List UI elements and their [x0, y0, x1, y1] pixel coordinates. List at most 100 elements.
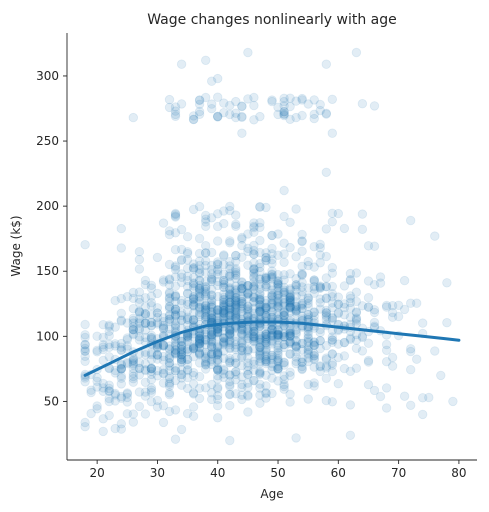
data-point — [231, 300, 241, 310]
data-point — [219, 311, 229, 321]
data-point — [188, 388, 199, 398]
data-point — [182, 312, 193, 322]
data-point — [225, 297, 235, 307]
data-point — [92, 345, 102, 356]
data-point — [315, 99, 325, 110]
data-point — [267, 243, 277, 254]
data-point — [231, 219, 241, 230]
data-point — [188, 294, 199, 304]
data-point — [225, 271, 235, 282]
data-point — [261, 370, 271, 380]
data-point — [194, 292, 205, 302]
data-point — [351, 363, 362, 373]
data-point — [182, 247, 193, 257]
data-point — [273, 364, 283, 374]
data-point — [243, 369, 253, 380]
data-point — [261, 329, 271, 340]
data-point — [200, 267, 211, 277]
data-point — [182, 281, 193, 292]
data-point — [303, 341, 313, 352]
data-point — [303, 295, 313, 306]
data-point — [98, 355, 108, 366]
data-point — [206, 99, 217, 109]
data-point — [345, 274, 356, 285]
data-point — [225, 304, 235, 314]
data-point — [285, 93, 295, 103]
data-point — [164, 353, 175, 363]
data-point — [321, 395, 332, 406]
data-point — [206, 313, 217, 323]
data-point — [255, 299, 265, 310]
data-point — [321, 273, 332, 283]
data-point — [206, 354, 217, 365]
data-point — [255, 353, 265, 364]
data-point — [231, 304, 241, 314]
data-point — [327, 358, 338, 368]
data-point — [279, 310, 289, 321]
data-point — [309, 275, 319, 285]
data-point — [321, 341, 332, 351]
data-point — [212, 291, 223, 302]
data-point — [243, 304, 253, 314]
data-point — [116, 316, 127, 326]
data-point — [225, 201, 235, 212]
data-point — [212, 92, 223, 102]
data-point — [206, 275, 217, 285]
data-point — [297, 246, 307, 256]
data-point — [158, 341, 169, 351]
data-point — [219, 289, 229, 299]
data-point — [170, 434, 181, 444]
data-point — [225, 288, 235, 299]
data-point — [303, 310, 313, 320]
data-point — [261, 302, 271, 313]
data-point — [285, 338, 295, 348]
data-point — [98, 426, 108, 437]
data-point — [249, 326, 259, 336]
data-point — [273, 335, 283, 345]
data-point — [116, 342, 127, 352]
data-point — [219, 305, 229, 316]
data-point — [321, 224, 332, 234]
data-point — [267, 302, 277, 313]
data-point — [212, 73, 223, 84]
data-point — [249, 281, 259, 291]
data-point — [188, 114, 199, 125]
data-point — [176, 244, 187, 255]
data-point — [194, 342, 205, 352]
data-point — [267, 272, 277, 282]
data-point — [363, 338, 374, 348]
data-point — [255, 218, 265, 228]
data-point — [200, 312, 211, 322]
data-point — [255, 366, 265, 376]
data-point — [285, 292, 295, 303]
data-point — [110, 339, 120, 349]
data-point — [212, 343, 223, 353]
data-point — [237, 234, 247, 244]
data-point — [225, 381, 235, 392]
data-point — [200, 349, 211, 359]
data-point — [182, 314, 193, 324]
data-point — [225, 310, 235, 320]
data-point — [303, 293, 313, 304]
data-point — [92, 382, 102, 392]
data-point — [327, 313, 338, 324]
data-point — [116, 393, 127, 403]
data-point — [200, 221, 211, 232]
data-point — [80, 377, 90, 387]
data-point — [231, 310, 241, 320]
data-point — [279, 109, 289, 120]
data-point — [297, 268, 307, 279]
data-point — [212, 259, 223, 269]
data-point — [237, 101, 247, 112]
data-point — [206, 334, 217, 344]
data-point — [206, 332, 217, 342]
data-point — [297, 338, 307, 349]
data-point — [200, 256, 211, 266]
data-point — [80, 332, 90, 343]
data-point — [249, 277, 259, 287]
data-point — [267, 350, 277, 361]
data-point — [369, 317, 380, 328]
data-point — [158, 218, 169, 228]
data-point — [273, 353, 283, 364]
data-point — [194, 343, 205, 353]
